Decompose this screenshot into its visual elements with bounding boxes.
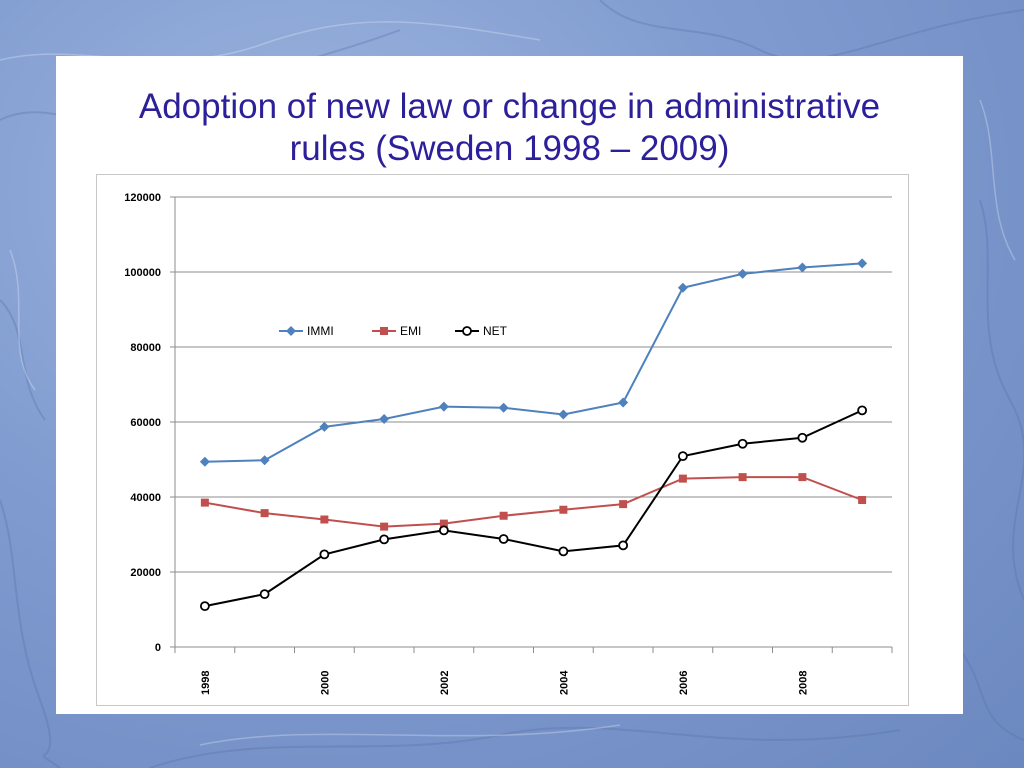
- series-line-emi: [204, 476, 863, 528]
- data-point-immi: [498, 402, 509, 413]
- data-point-immi: [618, 397, 629, 408]
- y-tick-label: 0: [155, 642, 161, 654]
- data-point-immi: [677, 282, 688, 293]
- y-tick-label: 80000: [130, 342, 161, 354]
- x-tick-label: 2000: [319, 671, 331, 695]
- data-point-emi: [320, 515, 329, 524]
- data-point-emi: [260, 509, 269, 518]
- data-point-emi: [439, 519, 448, 528]
- data-point-net: [797, 432, 808, 443]
- data-point-net: [259, 589, 270, 600]
- data-point-immi: [319, 421, 330, 432]
- legend-label-immi: IMMI: [307, 324, 334, 338]
- chart-frame: 0 20000 40000 60000 80000 100000 120000 1998 200…: [96, 174, 909, 706]
- x-tick-label: 2006: [678, 671, 690, 695]
- x-tick-label: 1998: [200, 671, 212, 695]
- data-point-emi: [678, 474, 687, 483]
- data-point-immi: [379, 414, 390, 424]
- slide-title-line-1: Adoption of new law or change in adminis…: [138, 87, 881, 126]
- data-point-emi: [619, 500, 628, 509]
- data-point-net: [379, 534, 390, 545]
- y-tick-label: 20000: [130, 567, 161, 579]
- line-chart: 0 20000 40000 60000 80000 100000 120000 1998 200…: [124, 192, 893, 695]
- data-point-emi: [798, 473, 807, 482]
- y-tick-label: 100000: [124, 267, 161, 279]
- data-point-net: [319, 549, 330, 560]
- legend-label-emi: EMI: [400, 324, 421, 338]
- data-point-immi: [857, 258, 868, 269]
- data-point-immi: [737, 268, 748, 279]
- data-point-immi: [438, 401, 449, 412]
- data-point-immi: [199, 456, 210, 467]
- data-point-emi: [200, 498, 209, 507]
- data-point-immi: [558, 409, 569, 420]
- x-tick-label: 2004: [558, 670, 570, 695]
- data-point-net: [558, 546, 569, 557]
- data-point-emi: [738, 473, 747, 482]
- slide-title: Adoption of new law or change in adminis…: [56, 86, 963, 170]
- data-point-net: [737, 438, 748, 449]
- legend-marker-emi: [380, 327, 388, 335]
- data-point-emi: [559, 505, 568, 514]
- data-point-net: [677, 451, 688, 462]
- legend-marker-immi: [286, 326, 296, 336]
- data-point-emi: [380, 522, 389, 531]
- data-point-immi: [797, 262, 808, 273]
- y-tick-label: 40000: [130, 492, 161, 504]
- data-point-net: [498, 534, 509, 544]
- data-point-emi: [499, 511, 508, 520]
- data-point-emi: [858, 496, 867, 504]
- legend-label-net: NET: [483, 324, 508, 338]
- data-point-net: [618, 540, 629, 551]
- legend-marker-net: [462, 326, 472, 336]
- series-line-immi: [204, 262, 863, 463]
- data-point-net: [199, 601, 210, 612]
- data-point-net: [438, 525, 449, 536]
- x-tick-label: 2002: [439, 671, 451, 695]
- data-point-immi: [259, 455, 270, 466]
- series-line-net: [204, 409, 863, 608]
- x-tick-label: 2008: [797, 671, 809, 695]
- slide-title-line-2: rules (Sweden 1998 – 2009): [289, 129, 730, 168]
- y-tick-label: 120000: [124, 192, 161, 204]
- y-tick-label: 60000: [130, 417, 161, 429]
- data-point-net: [857, 405, 868, 416]
- slide: Adoption of new law or change in adminis…: [56, 56, 963, 714]
